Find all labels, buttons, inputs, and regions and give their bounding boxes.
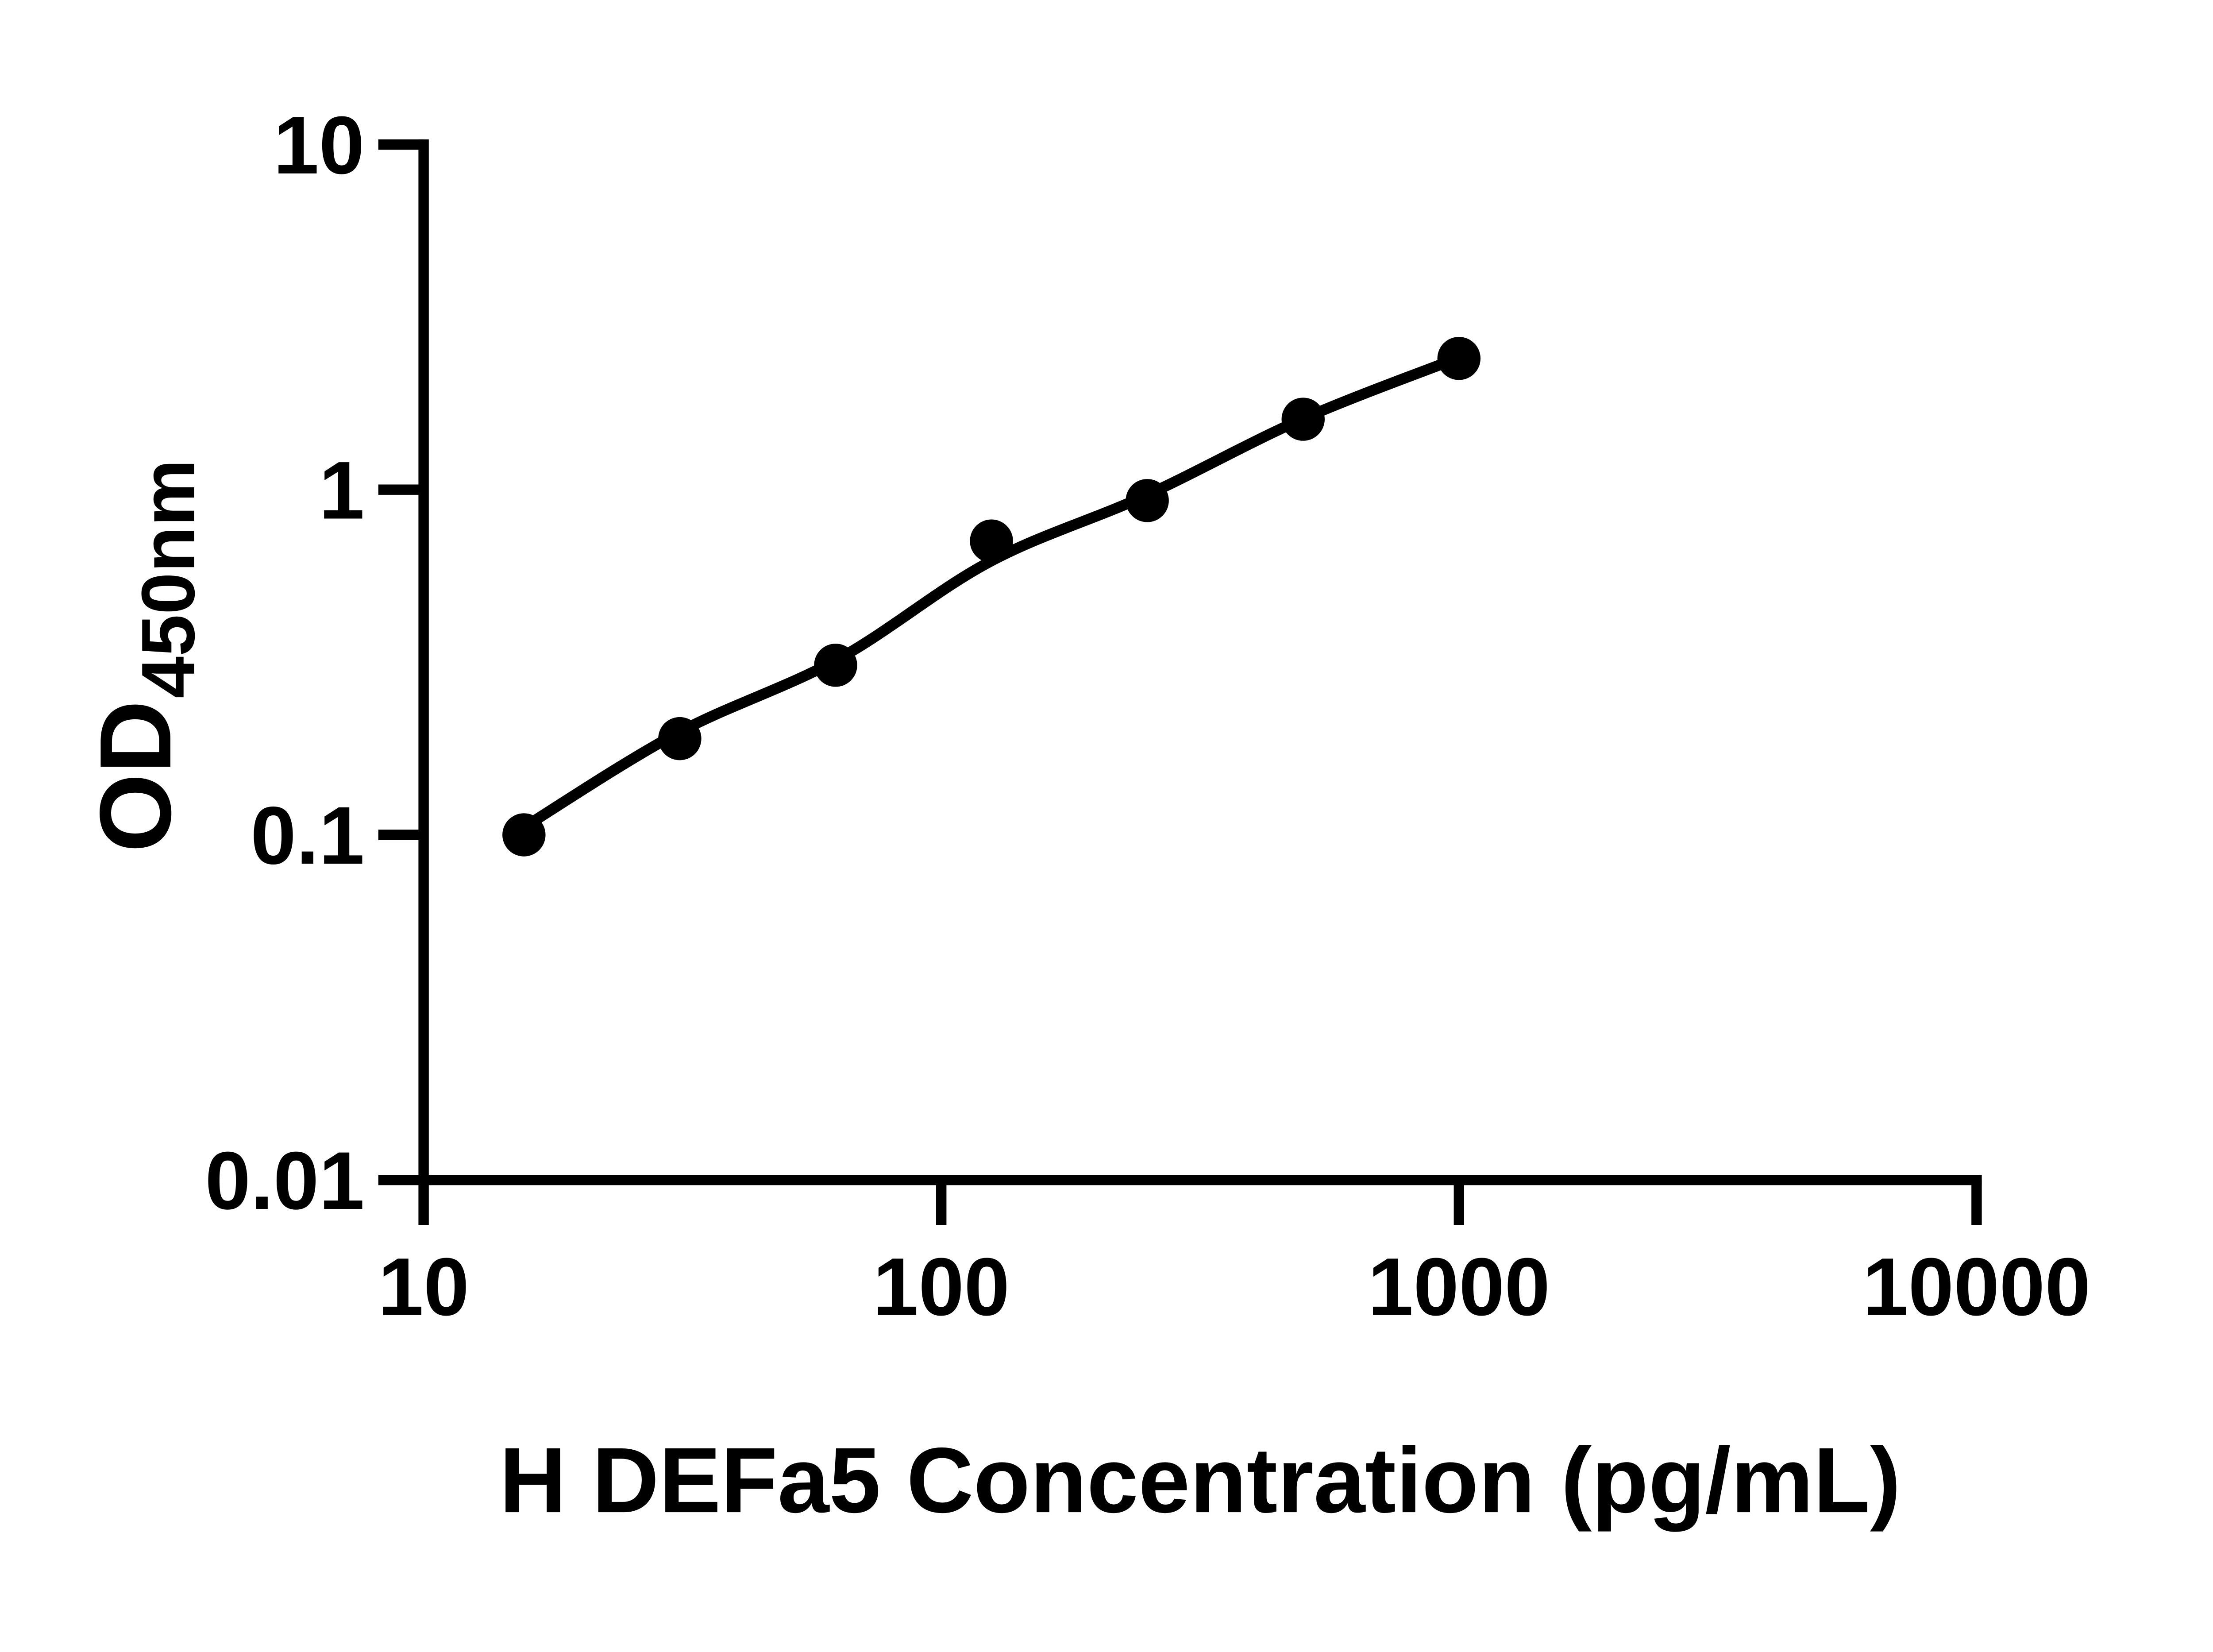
data-point xyxy=(970,519,1013,563)
data-series xyxy=(502,337,1481,857)
standard-curve-chart: 10 100 1000 10000 10 1 0.1 0.01 H DEFa5 Concen… xyxy=(78,99,2091,1532)
data-point xyxy=(1281,398,1325,441)
y-tick-label: 0.1 xyxy=(251,790,364,881)
axes: 10 100 1000 10000 10 1 0.1 0.01 xyxy=(205,100,2090,1333)
x-tick-label: 100 xyxy=(873,1241,1010,1333)
data-point xyxy=(1437,337,1481,380)
y-tick-label: 10 xyxy=(274,100,365,191)
data-point xyxy=(814,644,857,687)
data-point xyxy=(1126,479,1169,522)
data-point xyxy=(658,717,702,760)
data-point xyxy=(502,813,546,857)
y-axis-title: OD 450nm xyxy=(79,459,211,852)
x-tick-label: 10 xyxy=(378,1241,469,1333)
x-axis-title: H DEFa5 Concentration (pg/mL) xyxy=(499,1428,1901,1532)
x-axis-ticks: 10 100 1000 10000 xyxy=(378,1180,2090,1333)
y-tick-label: 0.01 xyxy=(205,1135,364,1227)
y-axis-ticks: 10 1 0.1 0.01 xyxy=(205,100,424,1227)
y-axis-title-main: OD xyxy=(79,700,192,853)
y-tick-label: 1 xyxy=(319,445,365,537)
x-tick-label: 10000 xyxy=(1862,1241,2090,1333)
y-axis-title-subscript: 450nm xyxy=(127,459,211,698)
standard-curve-figure: 10 100 1000 10000 10 1 0.1 0.01 H DEFa5 Concen… xyxy=(78,99,2091,1532)
x-tick-label: 1000 xyxy=(1368,1241,1550,1333)
